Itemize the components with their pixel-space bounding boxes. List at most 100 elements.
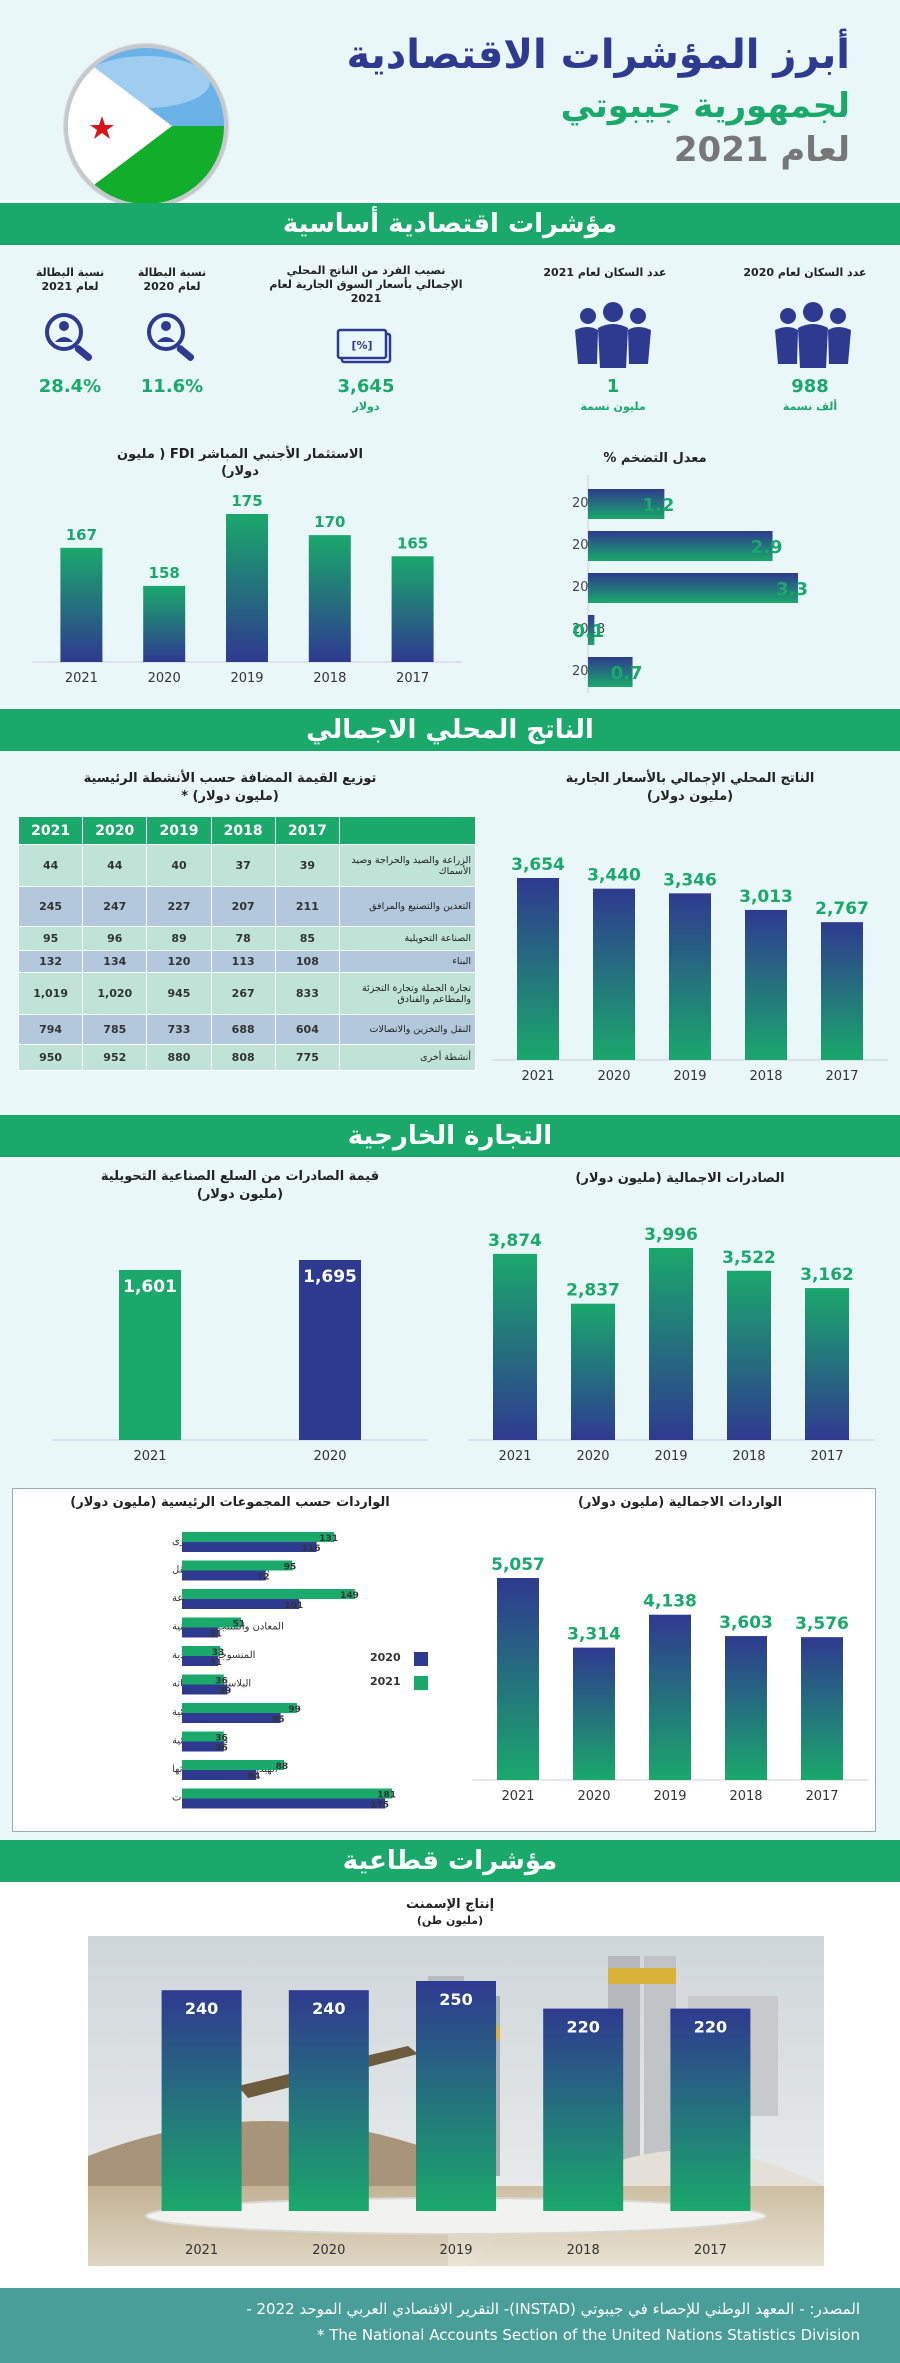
data-label: 3,996 — [644, 1225, 698, 1245]
bar-2019 — [649, 1614, 691, 1780]
section-banner-trade: التجارة الخارجية — [0, 1115, 900, 1157]
table-row-label: النقل والتخزين والاتصالات — [339, 1014, 476, 1045]
page-title: أبرز المؤشرات الاقتصادية — [346, 32, 851, 78]
table-cell: 267 — [210, 972, 276, 1015]
data-label: 3.3 — [776, 579, 808, 600]
bar-2020 — [182, 1770, 257, 1780]
bar-2019 — [226, 514, 268, 662]
table-cell: 120 — [146, 950, 212, 973]
data-label: 170 — [314, 513, 345, 531]
table-cell: 733 — [146, 1014, 212, 1045]
bar-2021 — [497, 1578, 539, 1780]
bar-2020 — [571, 1303, 615, 1440]
bar-2020 — [573, 1647, 615, 1780]
table-row: 950 952 880 808 775 أنشطة أخرى — [17, 1044, 476, 1071]
kpi-label: عدد السكان لعام 2020 — [743, 266, 867, 279]
bar-2021 — [182, 1731, 224, 1742]
x-tick-label: 2021 — [65, 671, 98, 686]
value-added-table-title: توزيع القيمة المضافة حسب الأنشطة الرئيسي… — [83, 771, 377, 786]
bar-2020 — [182, 1798, 386, 1809]
kpi-unit: دولار — [352, 400, 380, 413]
data-label: 175 — [370, 1801, 389, 1811]
data-label: 95 — [284, 1563, 297, 1573]
section-banner-gdp: الناتج المحلي الاجمالي — [0, 709, 900, 751]
cement-chart-subtitle: (مليون طن) — [416, 1914, 484, 1927]
data-label: 181 — [377, 1791, 396, 1801]
footer — [0, 2288, 900, 2363]
table-cell: 132 — [17, 950, 84, 973]
section-banner-basic: مؤشرات اقتصادية أساسية — [0, 203, 900, 245]
imports-chart: 5,057 2021 3,314 2020 4,138 2019 3,603 2018 3,57… — [472, 1555, 868, 1804]
value-added-table-subtitle: (مليون دولار) * — [181, 789, 279, 804]
data-label: 149 — [340, 1591, 359, 1601]
x-tick-label: 2021 — [521, 1069, 554, 1084]
kpi-label: نسبة البطالة لعام 2021 — [35, 266, 105, 293]
table-cell: 880 — [146, 1044, 212, 1071]
kpi-value: 3,645 — [337, 376, 395, 397]
exports-chart: 3,874 2021 2,837 2020 3,996 2019 3,522 2018 3,16… — [468, 1225, 874, 1464]
value-added-table: 2021 2020 2019 2018 2017 44 44 40 37 39 … — [17, 816, 476, 1071]
x-tick-label: 2020 — [576, 1449, 609, 1464]
bar-2017 — [391, 556, 434, 662]
data-label: 36 — [215, 1734, 228, 1744]
table-cell: 785 — [82, 1014, 148, 1045]
bar-2021 — [182, 1589, 355, 1599]
data-label: 5,057 — [491, 1555, 545, 1575]
table-row-label: الصناعة التحويلية — [339, 926, 476, 951]
job-search-icon — [144, 310, 204, 370]
cement-chart: 240 2021 240 2020 250 2019 220 2018 220 2017 — [145, 1981, 767, 2258]
kpi-value: 11.6% — [140, 376, 204, 397]
table-header: 2021 — [17, 816, 84, 845]
x-tick-label: 2017 — [805, 1789, 838, 1804]
bar-2020 — [588, 531, 773, 561]
kpi-value: 28.4% — [38, 376, 102, 397]
table-cell: 96 — [82, 926, 148, 951]
table-header: 2019 — [146, 816, 212, 845]
table-row: 95 96 89 78 85 الصناعة التحويلية — [17, 926, 476, 951]
x-tick-label: 2019 — [230, 671, 263, 686]
kpi-unit: مليون نسمة — [580, 400, 646, 413]
data-label: 3,162 — [800, 1265, 854, 1285]
table-cell: 211 — [274, 886, 341, 927]
kpi-label: نصيب الفرد من الناتج المحلي الإجمالي بأس… — [269, 264, 463, 305]
data-label: 3,440 — [587, 866, 641, 886]
bar-2020 — [593, 888, 635, 1060]
table-cell: 604 — [274, 1014, 341, 1045]
footer-source-en: * The National Accounts Section of the U… — [316, 2326, 860, 2344]
data-label: 1.2 — [642, 495, 674, 516]
kpi-label: نسبة البطالة لعام 2020 — [137, 266, 207, 293]
kpi-unit: ألف نسمة — [782, 400, 838, 413]
table-cell: 44 — [17, 844, 84, 887]
fdi-chart: 167 2021 158 2020 175 2019 170 2018 165 2017 — [32, 492, 462, 686]
x-tick-label: 2018 — [567, 2243, 600, 2258]
bar-2018 — [727, 1270, 771, 1440]
data-label: 158 — [149, 564, 180, 582]
table-row-label: التعدين والتصنيع والمرافق — [339, 886, 476, 927]
table-row: 44 44 40 37 39 الزراعة والصيد والحراجة و… — [17, 844, 476, 887]
x-tick-label: 2017 — [810, 1449, 843, 1464]
table-row-label: تجارة الجملة وتجارة التجزئة والمطاعم وال… — [339, 972, 476, 1015]
bar-2020 — [182, 1570, 266, 1581]
table-cell: 1,019 — [17, 972, 84, 1015]
data-label: 3,603 — [719, 1613, 773, 1633]
data-label: 0.7 — [611, 663, 643, 684]
bar-2021 — [60, 547, 103, 662]
x-tick-label: 2020 — [597, 1069, 630, 1084]
flag-emblem — [62, 42, 230, 210]
cement-chart-title: إنتاج الإسمنت — [405, 1897, 495, 1912]
table-cell: 44 — [82, 844, 148, 887]
job-search-icon — [42, 310, 102, 370]
table-header-row: 2021 2020 2019 2018 2017 — [17, 816, 476, 845]
table-cell: 78 — [210, 926, 276, 951]
imports-groups-chart: أخرىالمركبات ومعدات النقلالآت وأجهزة كهر… — [172, 1532, 396, 1811]
data-label: 101 — [284, 1601, 303, 1611]
exports-chart-title: الصادرات الاجمالية (مليون دولار) — [575, 1171, 785, 1186]
bar-2021 — [182, 1617, 242, 1628]
x-tick-label: 2021 — [498, 1449, 531, 1464]
data-label: 3,874 — [488, 1231, 542, 1251]
money-icon: [%] — [334, 326, 394, 370]
page-subtitle: لجمهورية جيبوتي — [560, 86, 850, 126]
table-cell: 950 — [17, 1044, 84, 1071]
legend-2020: 2020 — [370, 1650, 434, 1668]
